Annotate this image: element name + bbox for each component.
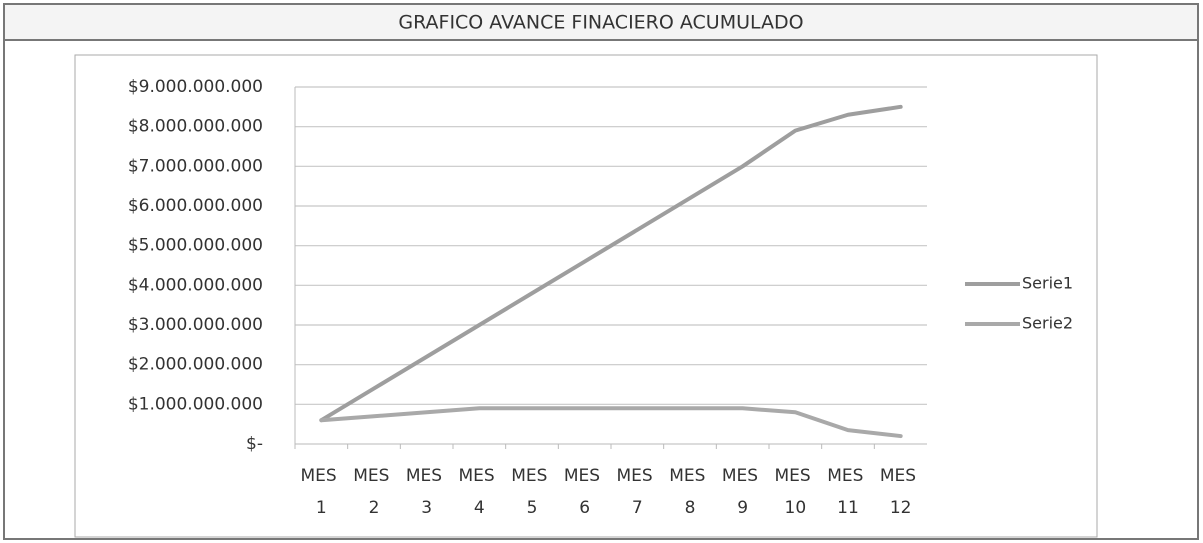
x-tick-label: MES 9	[722, 466, 764, 518]
y-tick-label: $4.000.000.000	[128, 275, 263, 295]
x-tick-label: MES 4	[459, 466, 501, 518]
x-tick-label: MES 7	[617, 466, 659, 518]
y-tick-label: $8.000.000.000	[128, 117, 263, 137]
x-tick-label: MES 1	[301, 466, 343, 518]
legend-label: Serie1	[1022, 274, 1073, 293]
x-tick-label: MES 5	[511, 466, 553, 518]
series-line	[319, 104, 903, 423]
x-tick-label: MES 12	[880, 466, 922, 518]
y-tick-label: $9.000.000.000	[128, 77, 263, 97]
y-tick-label: $6.000.000.000	[128, 196, 263, 216]
x-tick-label: MES 2	[353, 466, 395, 518]
x-tick-label: MES 6	[564, 466, 606, 518]
x-tick-label: MES 11	[827, 466, 869, 518]
series-line	[319, 406, 903, 439]
x-tick-label: MES 10	[775, 466, 817, 518]
y-tick-label: $3.000.000.000	[128, 315, 263, 335]
y-tick-label: $7.000.000.000	[128, 156, 263, 176]
x-tick-label: MES 8	[669, 466, 711, 518]
y-tick-label: $-	[246, 434, 263, 454]
title-bar	[3, 3, 1199, 41]
y-tick-label: $5.000.000.000	[128, 236, 263, 256]
legend-label: Serie2	[1022, 314, 1073, 333]
chart-area	[74, 54, 1098, 538]
chart-title: GRAFICO AVANCE FINACIERO ACUMULADO	[398, 12, 803, 34]
y-tick-label: $2.000.000.000	[128, 355, 263, 375]
x-tick-label: MES 3	[406, 466, 448, 518]
y-tick-label: $1.000.000.000	[128, 394, 263, 414]
